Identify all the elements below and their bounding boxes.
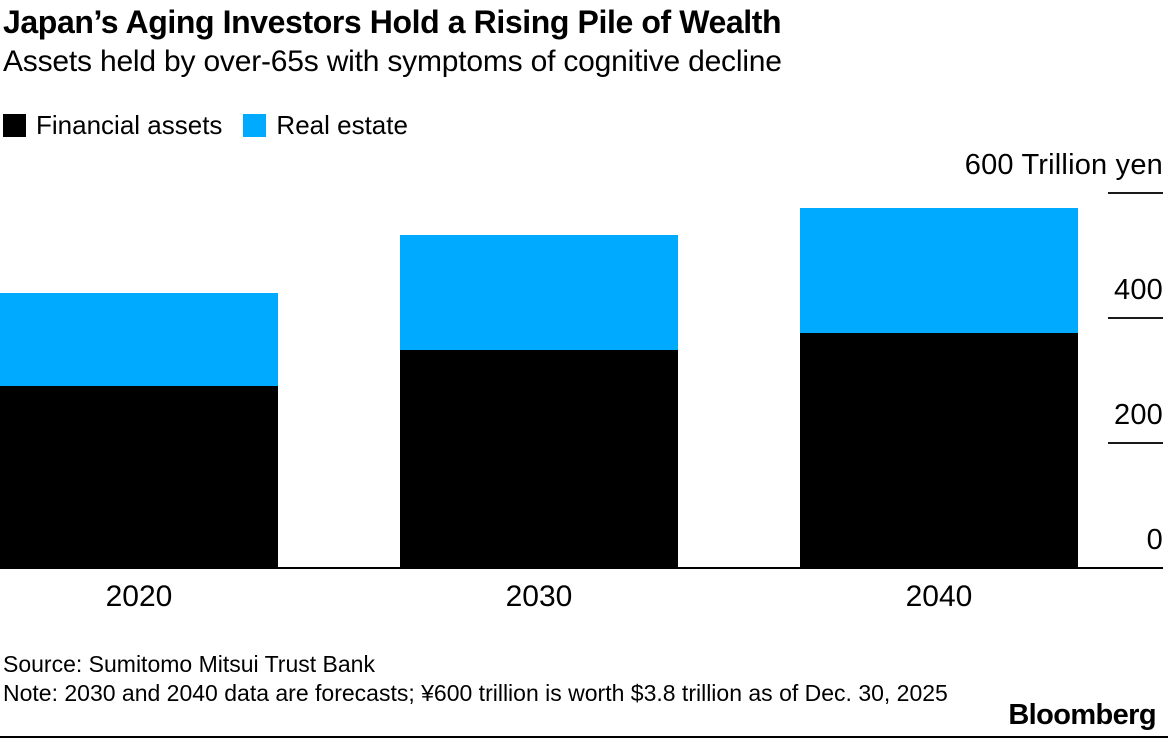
bar-segment-financial-assets-2030 [400, 349, 678, 567]
chart-title: Japan’s Aging Investors Hold a Rising Pi… [3, 4, 782, 40]
y-tick-label-0: 0 [1146, 524, 1163, 556]
legend-item-real-estate: Real estate [243, 110, 408, 141]
bar-segment-financial-assets-2020 [0, 385, 278, 567]
bloomberg-logo: Bloomberg [1008, 699, 1156, 731]
y-tick-line-600 [1108, 192, 1163, 194]
legend-swatch-financial-assets-icon [3, 114, 26, 137]
note-text: Note: 2030 and 2040 data are forecasts; … [3, 680, 948, 706]
bar-chart: 2020 2030 2040 600 Trillion yen 400 200 0 [0, 149, 1168, 620]
legend-item-financial-assets: Financial assets [3, 110, 222, 141]
y-tick-line-200 [1108, 442, 1163, 444]
source-text: Source: Sumitomo Mitsui Trust Bank [3, 651, 375, 677]
y-tick-label-600: 600 Trillion yen [964, 149, 1163, 181]
bar-segment-real-estate-2030 [400, 235, 678, 350]
chart-subtitle: Assets held by over-65s with symptoms of… [3, 45, 782, 78]
bar-segment-financial-assets-2040 [800, 333, 1078, 567]
x-axis-label-2020: 2020 [105, 580, 173, 613]
y-tick-label-200: 200 [1114, 399, 1163, 431]
legend: Financial assets Real estate [3, 110, 408, 141]
x-axis-label-2030: 2030 [505, 580, 573, 613]
legend-label-financial-assets: Financial assets [36, 110, 223, 140]
y-tick-line-400 [1108, 317, 1163, 319]
chart-footer: Source: Sumitomo Mitsui Trust Bank Note:… [3, 650, 951, 708]
y-tick-label-400: 400 [1114, 274, 1163, 306]
x-axis-label-2040: 2040 [905, 580, 973, 613]
legend-swatch-real-estate-icon [243, 114, 267, 137]
bar-segment-real-estate-2020 [0, 293, 278, 386]
legend-label-real-estate: Real estate [276, 110, 408, 140]
bar-segment-real-estate-2040 [800, 208, 1078, 334]
bottom-border-rule [0, 736, 1168, 738]
x-axis-baseline [0, 567, 1163, 569]
